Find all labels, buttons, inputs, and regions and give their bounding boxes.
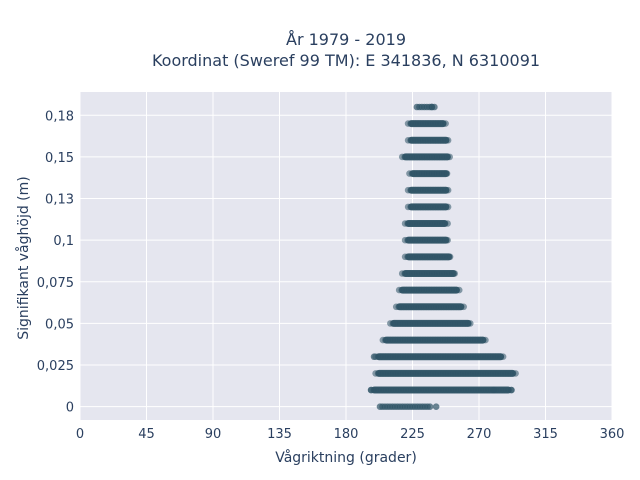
data-point: [499, 353, 507, 361]
y-tick-label: 0,025: [37, 359, 74, 374]
data-point: [370, 353, 378, 361]
y-tick-label: 0,13: [45, 193, 74, 208]
y-axis-ticks: 0 0,025 0,05 0,075 0,1 0,13 0,15 0,18: [37, 109, 74, 415]
x-tick-label: 225: [400, 427, 425, 442]
data-point: [446, 253, 454, 261]
data-point: [512, 370, 519, 377]
data-point: [367, 386, 375, 394]
x-tick-label: 180: [334, 427, 359, 442]
y-tick-label: 0,075: [37, 276, 74, 291]
data-point: [444, 203, 452, 211]
data-point: [432, 403, 440, 410]
data-point: [460, 303, 468, 311]
x-axis-title: Vågriktning (grader): [275, 449, 417, 466]
data-point: [446, 153, 454, 161]
x-tick-label: 360: [600, 427, 625, 442]
data-point: [442, 120, 449, 127]
data-points: [367, 103, 519, 411]
x-tick-label: 270: [467, 427, 492, 442]
chart-title-line1: År 1979 - 2019: [286, 30, 406, 49]
y-tick-label: 0,18: [45, 109, 74, 124]
data-point: [426, 403, 434, 411]
x-axis-ticks: 0 45 90 135 180 225 270 315 360: [76, 427, 625, 442]
data-point: [467, 320, 474, 327]
data-point: [443, 170, 451, 177]
chart-title-line2: Koordinat (Sweref 99 TM): E 341836, N 63…: [152, 51, 540, 70]
x-tick-label: 45: [138, 427, 155, 442]
y-tick-label: 0,05: [45, 317, 74, 332]
data-point: [482, 336, 489, 344]
data-point: [451, 270, 459, 277]
x-tick-label: 90: [205, 427, 222, 442]
data-point: [444, 220, 451, 227]
x-tick-label: 0: [76, 427, 84, 442]
y-axis-title: Signifikant våghöjd (m): [15, 176, 32, 339]
data-point: [428, 103, 436, 111]
data-point: [444, 186, 452, 194]
data-point: [444, 137, 452, 144]
gridlines: [79, 92, 613, 420]
y-tick-label: 0,1: [53, 234, 74, 249]
y-tick-label: 0: [66, 401, 74, 416]
data-point: [490, 386, 498, 394]
y-tick-label: 0,15: [45, 151, 74, 166]
data-point: [455, 286, 463, 294]
data-point: [508, 386, 515, 394]
x-tick-label: 135: [267, 427, 292, 442]
x-tick-label: 315: [533, 427, 558, 442]
data-point: [444, 236, 451, 244]
